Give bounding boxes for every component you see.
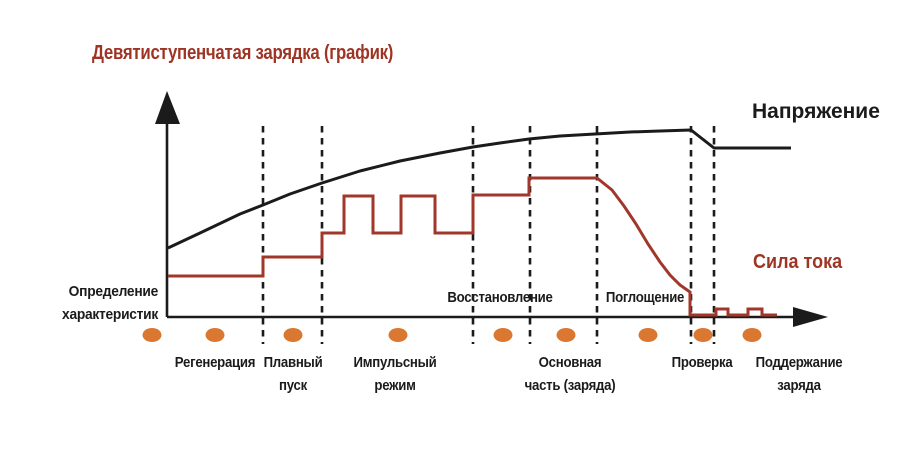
current-curve [168, 176, 777, 317]
voltage-curve [167, 128, 791, 250]
current-curve-label: Сила тока [753, 251, 843, 273]
stage-dot [388, 328, 408, 342]
stage-dot [742, 328, 762, 342]
stage-dot [638, 328, 658, 342]
stage-label: Проверка [672, 351, 733, 374]
stage-label-line: Поглощение [605, 289, 685, 306]
stage-label-line: характеристик [62, 306, 158, 323]
stage-label: Плавный пуск [264, 351, 323, 397]
stage-dot [693, 328, 713, 342]
stage-dot [283, 328, 303, 342]
chart-title: Девятиступенчатая зарядка (график) [92, 42, 394, 64]
stage-label-line: режим [374, 377, 416, 394]
stage-label: Импульсный режим [354, 351, 437, 397]
stage-dot [142, 328, 162, 342]
stage-label: Поглощение [605, 289, 685, 306]
stage-label-line: Импульсный [353, 354, 437, 371]
stage-label-line: Регенерация [174, 354, 256, 371]
stage-label-line: Проверка [671, 354, 733, 371]
stage-label-line: Плавный [263, 354, 323, 371]
stage-label-line: пуск [279, 377, 307, 394]
stage-dot [556, 328, 576, 342]
stage-label-line: Определение [68, 283, 159, 300]
stage-dot [493, 328, 513, 342]
stage-label-line: Основная [538, 354, 602, 371]
stage-label-line: Поддержание [755, 354, 843, 371]
stage-label: Определение характеристик [62, 280, 158, 326]
voltage-curve-label: Напряжение [752, 100, 880, 123]
y-axis-arrow-icon [155, 91, 180, 124]
x-axis-arrow-icon [793, 307, 828, 327]
stage-label: Поддержание заряда [756, 351, 843, 397]
stage-label-line: заряда [777, 377, 821, 394]
stage-label: Восстановление [447, 290, 552, 305]
stage-label: Регенерация [174, 351, 256, 374]
stage-label-line: часть (заряда) [524, 377, 616, 394]
stage-label: Основная часть (заряда) [525, 351, 616, 397]
stage-label-line: Восстановление [447, 289, 553, 306]
stage-dot [205, 328, 225, 342]
